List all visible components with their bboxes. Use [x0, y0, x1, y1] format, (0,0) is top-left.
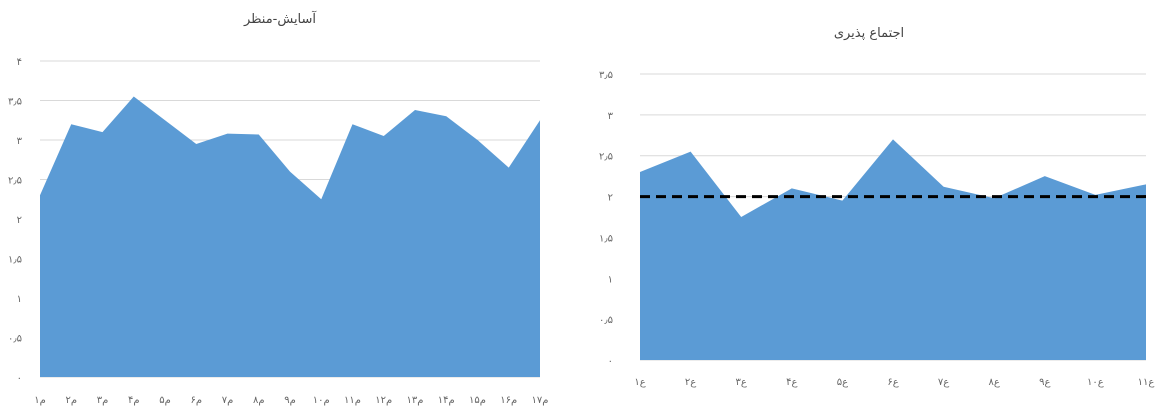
y-tick-label: ۲ — [17, 215, 22, 226]
x-tick-label: ۴ع — [786, 377, 797, 388]
y-tick-label: ۰ — [608, 356, 613, 367]
x-tick-label: ۲م — [65, 395, 77, 406]
comfort-view-chart: آسایش-منظر ۰ ۰٫۵ ۱ ۱٫۵ ۲ ۲٫۵ ۳ ۳٫۵ ۴ ۱م ۲م ۳م ۴م ۵م ۶م… — [0, 0, 560, 412]
x-tick-label: ۸م — [253, 395, 265, 406]
x-tick-label: ۱ع — [634, 377, 645, 388]
y-tick-label: ۲٫۵ — [599, 152, 613, 163]
x-tick-label: ۱م — [34, 395, 46, 406]
x-tick-label: ۸ع — [989, 377, 1000, 388]
y-tick-label: ۱ — [608, 274, 613, 285]
y-tick-label: ۲٫۵ — [8, 176, 22, 187]
y-tick-label: ۲ — [608, 193, 613, 204]
x-tick-label: ۱۰ع — [1087, 377, 1104, 388]
x-tick-label: ۳م — [97, 395, 109, 406]
x-tick-label: ۵ع — [837, 377, 848, 388]
area-series — [640, 139, 1146, 360]
area-series — [40, 96, 540, 378]
x-tick-label: ۷م — [222, 395, 234, 406]
chart-title: اجتماع پذیری — [833, 26, 905, 41]
sociability-plot: ۰ ۰٫۵ ۱ ۱٫۵ ۲ ۲٫۵ ۳ ۳٫۵ ۱ع ۲ع ۳ع ۴ع ۵ع ۶ع ۷ع ۸ع ۹ع ۱۰ع ۱۱ع — [599, 70, 1155, 388]
y-tick-label: ۳٫۵ — [8, 97, 22, 108]
x-tick-label: ۱۶م — [500, 395, 517, 406]
x-tick-label: ۱۴م — [438, 395, 455, 406]
x-tick-label: ۹ع — [1039, 377, 1050, 388]
x-tick-label: ۹م — [284, 395, 296, 406]
x-tick-label: ۱۷م — [532, 395, 549, 406]
y-tick-label: ۰٫۵ — [8, 334, 22, 345]
x-tick-label: ۷ع — [938, 377, 949, 388]
x-tick-label: ۱۰م — [313, 395, 330, 406]
y-tick-label: ۳٫۵ — [599, 70, 613, 81]
x-tick-label: ۱۱ع — [1138, 377, 1155, 388]
x-tick-label: ۱۵م — [469, 395, 486, 406]
y-tick-label: ۰٫۵ — [599, 315, 613, 326]
x-tick-label: ۶م — [190, 395, 202, 406]
x-tick-label: ۴م — [128, 395, 140, 406]
chart-title: آسایش-منظر — [243, 12, 317, 27]
sociability-chart: اجتماع پذیری ۰ ۰٫۵ ۱ ۱٫۵ ۲ ۲٫۵ ۳ ۳٫۵ ۱ع ۲ع ۳ع ۴ع ۵ع ۶… — [580, 0, 1158, 412]
y-tick-label: ۱٫۵ — [599, 233, 613, 244]
x-tick-label: ۱۲م — [375, 395, 392, 406]
y-tick-label: ۳ — [608, 111, 614, 122]
y-tick-label: ۰ — [17, 373, 22, 384]
y-tick-label: ۱٫۵ — [8, 255, 22, 266]
x-tick-label: ۶ع — [887, 377, 898, 388]
comfort-view-plot: ۰ ۰٫۵ ۱ ۱٫۵ ۲ ۲٫۵ ۳ ۳٫۵ ۴ ۱م ۲م ۳م ۴م ۵م ۶م ۷م ۸م ۹م ۱۰م ۱۱… — [8, 57, 549, 406]
x-tick-label: ۵م — [159, 395, 171, 406]
y-tick-label: ۱ — [17, 294, 22, 305]
y-tick-label: ۳ — [17, 136, 23, 147]
y-tick-label: ۴ — [17, 57, 22, 68]
x-tick-label: ۱۳م — [407, 395, 424, 406]
x-tick-label: ۳ع — [736, 377, 747, 388]
x-tick-label: ۲ع — [685, 377, 696, 388]
x-tick-label: ۱۱م — [344, 395, 361, 406]
